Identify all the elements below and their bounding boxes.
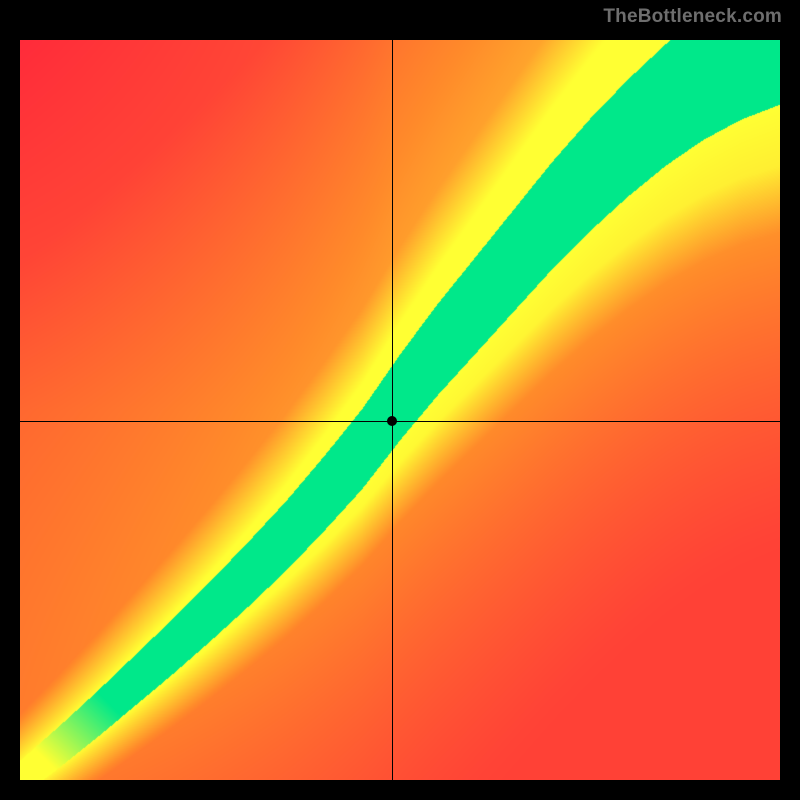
crosshair-horizontal: [20, 421, 780, 422]
watermark-text: TheBottleneck.com: [603, 6, 782, 28]
crosshair-vertical: [392, 40, 393, 780]
bottleneck-heatmap: [20, 40, 780, 780]
chart-container: TheBottleneck.com: [0, 0, 800, 800]
marker-dot: [387, 416, 397, 426]
